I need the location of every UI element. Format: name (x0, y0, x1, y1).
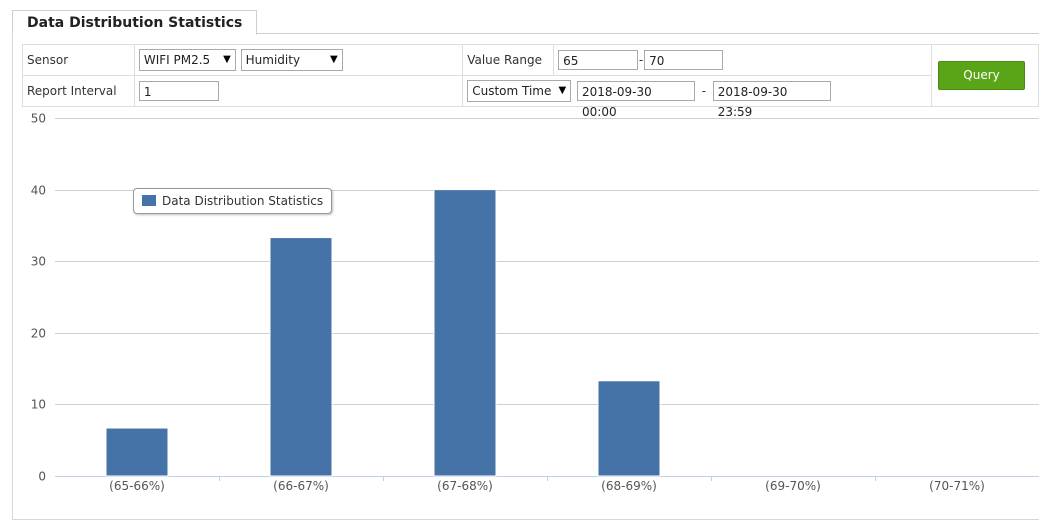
range-max-input[interactable]: 70 (644, 50, 724, 70)
x-tick-label: (67-68%) (437, 479, 493, 493)
report-interval-label: Report Interval (22, 75, 135, 107)
start-time-input[interactable]: 2018-09-30 00:00 (577, 81, 696, 119)
time-mode-select[interactable]: Custom Time ▼ (467, 80, 572, 102)
chart-x-axis: (65-66%) (66-67%) (67-68%) (68-69%) (69-70%)… (109, 476, 985, 493)
value-range-cell: 65-70 (553, 44, 933, 76)
y-tick-label: 50 (31, 112, 46, 126)
y-tick-label: 40 (31, 184, 46, 198)
y-tick-label: 0 (38, 470, 46, 484)
content-panel (12, 33, 1039, 520)
bar[interactable] (433, 189, 497, 477)
sensor-select[interactable]: WIFI PM2.5 ▼ (138, 49, 236, 71)
time-cell: Custom Time ▼ 2018-09-30 00:00 - 2018-09… (462, 75, 933, 119)
bar[interactable] (105, 427, 169, 477)
legend-swatch (142, 195, 156, 206)
report-interval-cell: 1 (133, 75, 464, 107)
range-separator: - (638, 53, 644, 67)
chart-grid (55, 118, 1039, 477)
y-tick-label: 10 (31, 398, 46, 412)
report-interval-input[interactable]: 1 (138, 81, 219, 101)
end-time-input[interactable]: 2018-09-30 23:59 (712, 81, 831, 119)
y-tick-label: 30 (31, 255, 46, 269)
range-min-input[interactable]: 65 (558, 50, 639, 70)
x-tick-label: (69-70%) (765, 479, 821, 493)
chart-legend[interactable]: Data Distribution Statistics (133, 188, 333, 214)
y-tick-label: 20 (31, 327, 46, 341)
metric-select[interactable]: Humidity ▼ (240, 49, 343, 71)
chart-bars (105, 189, 661, 477)
time-mode-value: Custom Time (472, 84, 552, 98)
bar[interactable] (269, 237, 333, 477)
bar[interactable] (597, 380, 661, 477)
x-tick-label: (65-66%) (109, 479, 165, 493)
metric-select-value: Humidity (245, 53, 301, 67)
tab-underline (12, 33, 1039, 34)
chart-y-axis: 0 10 20 30 40 50 (31, 112, 46, 484)
tab-data-distribution-statistics[interactable]: Data Distribution Statistics (12, 10, 258, 35)
x-tick-label: (70-71%) (929, 479, 985, 493)
value-range-label: Value Range (462, 44, 555, 76)
sensor-label: Sensor (22, 44, 135, 76)
x-tick-label: (66-67%) (273, 479, 329, 493)
sensor-select-value: WIFI PM2.5 (143, 53, 211, 67)
filter-form: Sensor WIFI PM2.5 ▼ Humidity ▼ Value Ran… (22, 44, 1039, 119)
x-tick-label: (68-69%) (601, 479, 657, 493)
chevron-down-icon: ▼ (329, 54, 338, 65)
legend-label: Data Distribution Statistics (162, 194, 324, 208)
chevron-down-icon: ▼ (558, 85, 567, 96)
sensor-cell: WIFI PM2.5 ▼ Humidity ▼ (133, 44, 464, 76)
query-button[interactable]: Query (938, 61, 1025, 90)
chevron-down-icon: ▼ (223, 54, 231, 65)
time-separator: - (701, 84, 707, 98)
